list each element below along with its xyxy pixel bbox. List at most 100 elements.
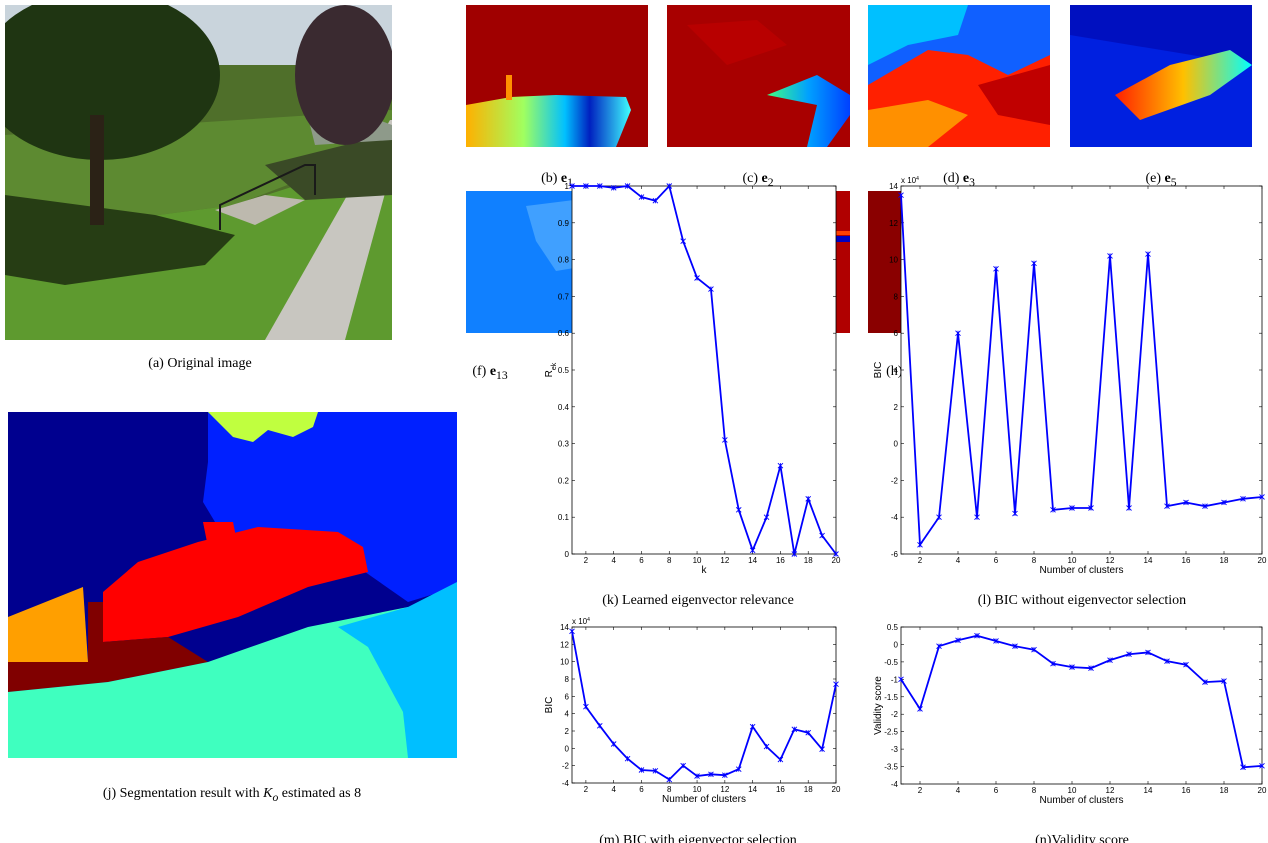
- y-tick-label: -2: [891, 710, 899, 719]
- chart-caption: (n)Validity score: [1035, 833, 1129, 843]
- y-tick-label: -4: [562, 779, 570, 788]
- y-tick-label: 0.5: [558, 366, 570, 375]
- x-tick-label: 20: [832, 785, 841, 794]
- y-tick-label: 0.1: [558, 513, 570, 522]
- x-tick-label: 8: [667, 556, 672, 565]
- y-tick-label: 0.4: [558, 403, 570, 412]
- y-tick-label: 12: [560, 640, 569, 649]
- x-tick-label: 18: [804, 556, 813, 565]
- x-tick-label: 20: [1258, 786, 1267, 795]
- y-tick-label: 0.9: [558, 219, 570, 228]
- x-tick-label: 20: [1258, 556, 1267, 565]
- y-tick-label: 0.5: [887, 623, 899, 632]
- chart-caption: (k) Learned eigenvector relevance: [602, 593, 794, 608]
- x-tick-label: 10: [1068, 556, 1077, 565]
- y-tick-label: -4: [891, 513, 899, 522]
- x-axis-label: Number of clusters: [1040, 565, 1124, 576]
- x-tick-label: 16: [1182, 556, 1191, 565]
- y-multiplier-exp: 4: [916, 176, 919, 182]
- x-tick-label: 16: [776, 556, 785, 565]
- x-tick-label: 4: [611, 556, 616, 565]
- x-axis-label: k: [702, 565, 708, 576]
- y-tick-label: -1: [891, 675, 899, 684]
- x-tick-label: 12: [720, 556, 729, 565]
- plot-frame: [572, 186, 836, 554]
- y-multiplier-exp: 4: [587, 617, 590, 623]
- x-tick-label: 16: [1182, 786, 1191, 795]
- y-multiplier-base: x 10: [572, 617, 588, 626]
- x-tick-label: 4: [956, 786, 961, 795]
- y-tick-label: 0.6: [558, 329, 570, 338]
- y-axis-label-text: BIC: [544, 697, 555, 714]
- y-tick-label: 12: [889, 219, 898, 228]
- x-tick-label: 14: [1144, 786, 1153, 795]
- y-tick-label: 10: [889, 256, 898, 265]
- plot-frame: [901, 627, 1262, 784]
- y-axis-label-text: BIC: [873, 362, 884, 379]
- x-tick-label: 2: [584, 785, 589, 794]
- y-tick-label: 10: [560, 658, 569, 667]
- y-tick-label: -2: [891, 476, 899, 485]
- y-tick-label: 14: [889, 182, 898, 191]
- x-tick-label: 4: [956, 556, 961, 565]
- x-tick-label: 10: [1068, 786, 1077, 795]
- charts: 246810121416182000.10.20.30.40.50.60.70.…: [0, 0, 1268, 843]
- x-tick-label: 10: [693, 556, 702, 565]
- y-tick-label: 0.2: [558, 476, 570, 485]
- x-tick-label: 14: [748, 556, 757, 565]
- y-axis-label: BIC: [873, 362, 884, 379]
- y-tick-label: 0.3: [558, 440, 570, 449]
- y-tick-label: -2: [562, 762, 570, 771]
- y-tick-label: 2: [565, 727, 570, 736]
- x-axis-label: Number of clusters: [662, 794, 746, 805]
- y-tick-label: 2: [894, 403, 899, 412]
- x-tick-label: 8: [667, 785, 672, 794]
- x-tick-label: 4: [611, 785, 616, 794]
- y-axis-label: Validity score: [873, 676, 884, 735]
- y-tick-label: 0.7: [558, 292, 570, 301]
- chart-caption: (m) BIC with eigenvector selection: [599, 833, 797, 843]
- x-tick-label: 6: [994, 556, 999, 565]
- y-multiplier-base: x 10: [901, 176, 917, 185]
- x-tick-label: 10: [693, 785, 702, 794]
- y-tick-label: 0: [565, 744, 570, 753]
- y-tick-label: 1: [565, 182, 570, 191]
- x-tick-label: 16: [776, 785, 785, 794]
- y-axis-label-text: R: [544, 370, 555, 377]
- y-tick-label: 8: [894, 292, 899, 301]
- y-tick-label: -3: [891, 745, 899, 754]
- x-tick-label: 6: [994, 786, 999, 795]
- chart-caption: (l) BIC without eigenvector selection: [978, 593, 1186, 608]
- y-axis-label: BIC: [544, 697, 555, 714]
- figure-page: (a) Original image (b) e1(c) e2(d) e3(e)…: [0, 0, 1268, 843]
- plot-frame: [901, 186, 1262, 554]
- x-tick-label: 14: [748, 785, 757, 794]
- y-axis-label-text: Validity score: [873, 676, 884, 735]
- x-tick-label: 2: [584, 556, 589, 565]
- x-tick-label: 18: [1220, 786, 1229, 795]
- y-multiplier: x 104: [572, 617, 590, 626]
- y-tick-label: -3.5: [884, 763, 898, 772]
- x-tick-label: 8: [1032, 556, 1037, 565]
- x-tick-label: 2: [918, 556, 923, 565]
- y-tick-label: 14: [560, 623, 569, 632]
- y-tick-label: -2.5: [884, 728, 898, 737]
- x-tick-label: 14: [1144, 556, 1153, 565]
- y-tick-label: 8: [565, 675, 570, 684]
- x-tick-label: 12: [1106, 556, 1115, 565]
- x-tick-label: 18: [1220, 556, 1229, 565]
- x-tick-label: 6: [639, 785, 644, 794]
- y-axis-label-sub: ek: [551, 362, 558, 370]
- y-axis-label: Rek: [544, 362, 558, 377]
- y-tick-label: 6: [565, 692, 570, 701]
- x-tick-label: 2: [918, 786, 923, 795]
- y-tick-label: 0.8: [558, 256, 570, 265]
- x-tick-label: 12: [720, 785, 729, 794]
- y-tick-label: -4: [891, 780, 899, 789]
- y-tick-label: -0.5: [884, 658, 898, 667]
- y-tick-label: 0: [894, 440, 899, 449]
- x-tick-label: 6: [639, 556, 644, 565]
- x-tick-label: 12: [1106, 786, 1115, 795]
- plot-frame: [572, 627, 836, 783]
- y-tick-label: -1.5: [884, 693, 898, 702]
